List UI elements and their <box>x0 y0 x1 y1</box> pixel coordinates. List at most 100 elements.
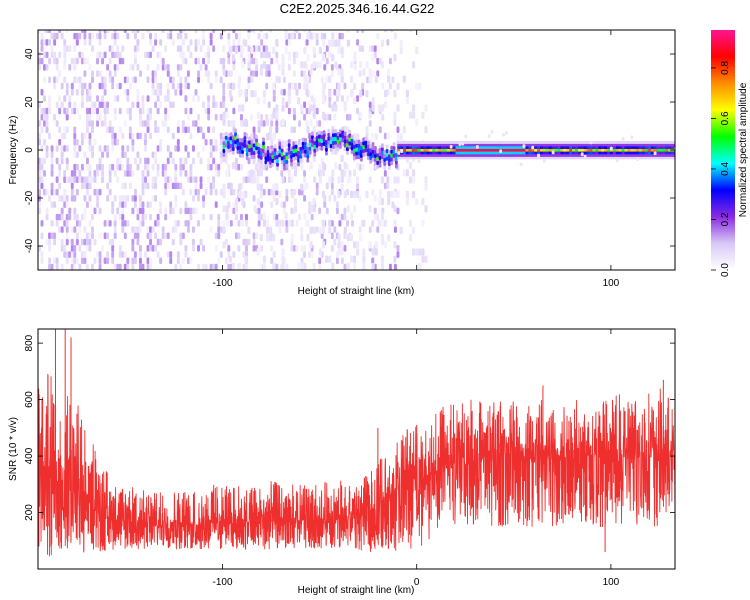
spectrogram-cell <box>212 176 216 183</box>
spectrogram-cell <box>121 201 125 208</box>
spectrogram-cell <box>181 232 185 240</box>
spectrogram-cell <box>219 114 223 121</box>
spectrogram-cell <box>475 148 480 152</box>
spectrogram-cell <box>330 64 334 71</box>
spectrogram-cell <box>484 146 489 149</box>
spectrogram-cell <box>217 232 221 240</box>
spectrogram-cell <box>563 153 567 157</box>
spectrogram-cell <box>531 148 535 152</box>
spectrogram-cell <box>98 82 102 90</box>
spectrogram-cell <box>179 32 183 40</box>
spectrogram-cell <box>53 201 57 208</box>
spectrogram-cell <box>586 156 591 160</box>
spectrogram-cell <box>330 182 334 190</box>
spectrogram-cell <box>280 170 284 177</box>
spectrogram-cell <box>234 213 238 221</box>
spectrogram-cell <box>601 141 605 144</box>
spectrogram-cell <box>101 57 105 65</box>
spectrogram-cell <box>298 120 301 127</box>
snr-x-tick-label: 0 <box>414 577 420 588</box>
spectrogram-cell <box>265 234 270 242</box>
spectrogram-cell <box>537 153 541 158</box>
spectrogram-cell <box>385 152 389 157</box>
spectrogram-cell <box>569 153 573 157</box>
spectrogram-cell <box>609 143 614 147</box>
spectrogram-cell <box>197 263 200 270</box>
spectrogram-cell <box>516 156 521 160</box>
spectrogram-cell <box>281 68 285 76</box>
spectrogram-cell <box>540 148 544 152</box>
spectrogram-cell <box>636 157 640 162</box>
spectrogram-cell <box>91 126 94 134</box>
spectrogram-cell <box>265 176 269 183</box>
spectrogram-cell <box>364 148 368 153</box>
spectrogram-cell <box>449 145 453 149</box>
spectrogram-cell <box>336 147 340 152</box>
spectrogram-cell <box>566 146 570 149</box>
spectrogram-cell <box>340 257 344 265</box>
spectrogram-cell <box>343 245 347 252</box>
spectrogram-cell <box>583 154 587 159</box>
spectrogram-cell <box>269 152 272 157</box>
spectrogram-cell <box>252 154 256 159</box>
spectrogram-cell <box>464 146 468 149</box>
spectrogram-cell <box>272 213 276 221</box>
spectrogram-cell <box>231 150 235 155</box>
spectrogram-cell <box>475 145 479 149</box>
spectrogram-cell <box>329 136 333 141</box>
spectrogram-cell <box>60 132 64 140</box>
spectrogram-cell <box>174 220 178 227</box>
spectrogram-cell <box>262 255 266 263</box>
spectrogram-cell <box>243 147 247 152</box>
spectrogram-cell <box>284 212 288 220</box>
spectrogram-cell <box>414 146 419 149</box>
spectrogram-cell <box>222 30 226 33</box>
spectrogram-cell <box>245 213 248 221</box>
spectrogram-cell <box>202 195 206 202</box>
spectrogram-cell <box>108 76 112 84</box>
spectrogram-cell <box>330 245 334 252</box>
spectrogram-cell <box>118 57 122 65</box>
spectrogram-cell <box>519 153 524 157</box>
spectrogram-cell <box>402 126 406 134</box>
spectrogram-cell <box>534 141 538 144</box>
spectrogram-cell <box>149 32 153 40</box>
spectrogram-cell <box>98 163 102 171</box>
spectrogram-cell <box>128 107 132 115</box>
spectrogram-cell <box>234 32 238 40</box>
spectrogram-cell <box>217 257 221 265</box>
spectrogram-cell <box>146 76 150 84</box>
spectrogram-cell <box>85 95 89 102</box>
spectrogram-cell <box>356 241 360 249</box>
spectrogram-cell <box>265 226 270 234</box>
spectrogram-cell <box>285 195 289 202</box>
spectrogram-cell <box>275 57 279 65</box>
spectrogram-cell <box>387 165 391 170</box>
spectrogram-cell <box>267 51 271 59</box>
spectrogram-cell <box>131 76 135 84</box>
spectrogram-cell <box>329 147 333 152</box>
spectrogram-cell <box>146 226 150 233</box>
spectrogram-cell <box>303 114 307 121</box>
spectrogram-cell <box>111 76 115 84</box>
spectrogram-cell <box>85 201 89 208</box>
spectrogram-cell <box>65 45 69 52</box>
spectrogram-cell <box>108 176 112 183</box>
spectrogram-cell <box>88 138 92 146</box>
spectrogram-cell <box>647 146 652 149</box>
spectrogram-cell <box>171 226 175 233</box>
spectrogram-cell <box>237 245 241 252</box>
spectrogram-cell <box>282 201 286 208</box>
spectrogram-cell <box>659 143 663 147</box>
spectrogram-cell <box>392 149 396 155</box>
spectrogram-cell <box>146 126 150 134</box>
spectrogram-cell <box>356 176 360 184</box>
spectrogram-cell <box>88 114 92 121</box>
spectrogram-cell <box>473 143 477 147</box>
spectrogram-cell <box>615 153 620 157</box>
spectrogram-cell <box>287 169 291 177</box>
spectrogram-cell <box>455 146 459 149</box>
spectrogram-cell <box>123 251 127 258</box>
spectrogram-cell <box>154 76 158 84</box>
spectrogram-cell <box>639 148 643 152</box>
